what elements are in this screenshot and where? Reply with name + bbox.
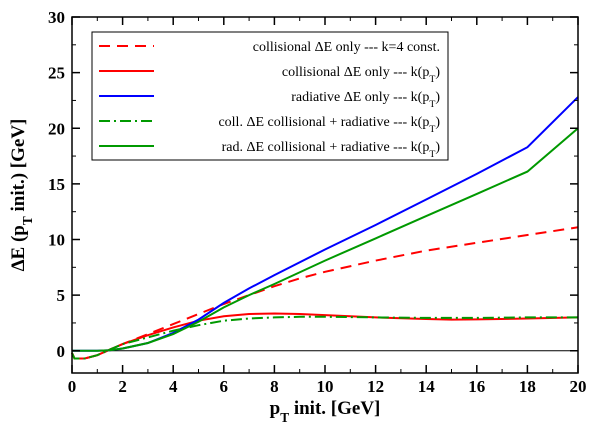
x-tick-label: 10 bbox=[317, 377, 334, 396]
x-tick-label: 8 bbox=[270, 377, 279, 396]
legend: collisional ΔE only --- k=4 const. collis… bbox=[91, 31, 449, 161]
series-layer bbox=[71, 96, 579, 360]
series-line-1 bbox=[71, 226, 579, 360]
legend-label-5: rad. ΔE collisional + radiative --- k(pT… bbox=[222, 140, 441, 160]
x-axis-label: pT init. [GeV] bbox=[270, 398, 381, 425]
legend-label-3: radiative ΔE only --- k(pT) bbox=[291, 90, 440, 110]
y-tick-label: 30 bbox=[48, 8, 65, 27]
x-tick-label: 0 bbox=[68, 377, 77, 396]
series-line-4 bbox=[71, 315, 578, 360]
series-line-2 bbox=[71, 312, 579, 360]
y-tick-label: 10 bbox=[48, 231, 65, 250]
y-tick-label: 15 bbox=[48, 175, 65, 194]
y-tick-label: 0 bbox=[57, 342, 66, 361]
series-line-5 bbox=[72, 127, 579, 352]
tick-layer: 0 2 4 6 8 10 12 14 16 18 20 0 5 10 15 20 25 30 bbox=[48, 8, 587, 396]
legend-label-2: collisional ΔE only --- k(pT) bbox=[282, 65, 440, 85]
x-tick-label: 20 bbox=[570, 377, 587, 396]
y-tick-label: 20 bbox=[48, 119, 65, 138]
x-tick-label: 2 bbox=[118, 377, 127, 396]
y-tick-label: 25 bbox=[48, 64, 65, 83]
y-axis-label: ΔE (pT init.) [GeV] bbox=[8, 119, 35, 272]
legend-label-4: coll. ΔE collisional + radiative --- k(p… bbox=[218, 115, 440, 135]
y-tick-label: 5 bbox=[57, 286, 66, 305]
x-tick-label: 14 bbox=[418, 377, 436, 396]
x-tick-label: 6 bbox=[220, 377, 229, 396]
x-tick-label: 4 bbox=[169, 377, 178, 396]
x-tick-label: 18 bbox=[519, 377, 536, 396]
x-tick-label: 16 bbox=[468, 377, 485, 396]
axis-labels: pT init. [GeV] ΔE (pT init.) [GeV] bbox=[8, 119, 380, 425]
legend-label-1: collisional ΔE only --- k=4 const. bbox=[253, 40, 440, 55]
x-tick-label: 12 bbox=[367, 377, 384, 396]
y-axis-label-group: ΔE (pT init.) [GeV] bbox=[8, 119, 35, 272]
